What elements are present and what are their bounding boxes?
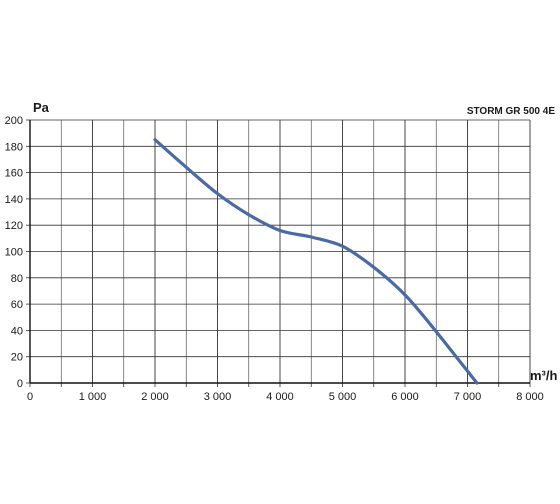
y-tick-label: 80 [11,273,23,285]
y-tick-label: 20 [11,352,23,364]
x-tick-labels: 0 1 000 2 000 3 000 4 000 5 000 6 000 7 000 8 00… [27,391,544,403]
chart-title: STORM GR 500 4E [467,106,556,117]
x-tick-label: 6 000 [391,391,419,403]
x-axis-label: m³/h [530,368,558,383]
series-layer [153,138,479,385]
y-tick-labels: 0 20 40 60 80 100 120 140 160 180 200 [5,115,23,390]
y-tick-label: 160 [5,168,23,180]
y-tick-label: 40 [11,325,23,337]
y-tick-label: 180 [5,141,23,153]
x-tick-label: 5 000 [329,391,357,403]
y-tick-label: 100 [5,247,23,259]
x-tick-label: 0 [27,391,33,403]
performance-curve-line [153,138,479,385]
y-tick-label: 120 [5,220,23,232]
grid-major [29,119,531,384]
y-tick-label: 0 [17,378,23,390]
x-tick-label: 1 000 [79,391,107,403]
axes [26,119,531,387]
y-tick-label: 200 [5,115,23,127]
x-tick-label: 7 000 [454,391,482,403]
x-tick-label: 8 000 [516,391,544,403]
x-tick-label: 3 000 [204,391,232,403]
y-axis-label: Pa [33,100,50,115]
x-tick-label: 2 000 [141,391,169,403]
y-tick-label: 140 [5,194,23,206]
y-tick-label: 60 [11,299,23,311]
x-tick-label: 4 000 [266,391,294,403]
